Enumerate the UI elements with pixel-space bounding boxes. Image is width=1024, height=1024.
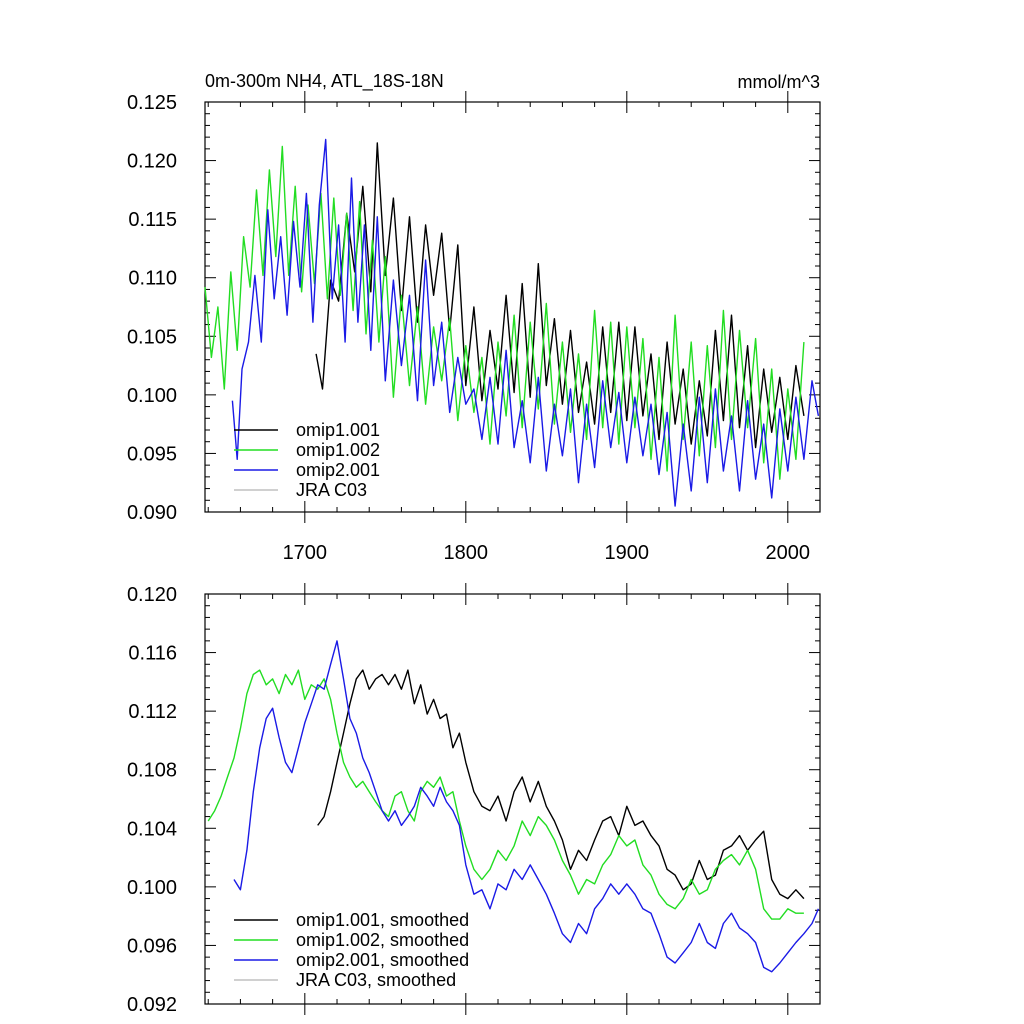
x-tick-label: 1800	[444, 542, 489, 564]
bottom-axes: 0.092 0.096 0.100 0.104 0.108 0.112 0.116 0.120	[127, 583, 821, 1016]
legend-label: omip2.001	[296, 460, 380, 480]
y-tick-label: 0.090	[127, 502, 177, 524]
y-tick-label: 0.104	[127, 818, 177, 840]
y-tick-label: 0.100	[127, 385, 177, 407]
y-tick-label: 0.115	[128, 209, 177, 231]
series-line-omip2-001-smoothed	[233, 640, 820, 973]
y-tick-label: 0.120	[127, 151, 177, 173]
y-tick-label: 0.096	[127, 935, 177, 957]
x-tick-label: 1900	[605, 542, 650, 564]
top-chart-title: 0m-300m NH4, ATL_18S-18N	[205, 71, 444, 92]
x-tick-label: 2000	[766, 542, 811, 564]
series-line-omip1-002	[204, 145, 805, 480]
y-tick-label: 0.110	[128, 268, 177, 290]
y-tick-label: 0.092	[127, 994, 177, 1016]
y-tick-label: 0.108	[127, 760, 177, 782]
legend-label: JRA C03, smoothed	[296, 970, 456, 990]
series-line-omip2-001	[231, 138, 820, 507]
bottom-chart-panel: 0.092 0.096 0.100 0.104 0.108 0.112 0.116 0.120…	[127, 583, 821, 1016]
legend-label: omip1.002, smoothed	[296, 930, 469, 950]
y-tick-label: 0.120	[127, 584, 177, 606]
y-tick-label: 0.125	[127, 92, 177, 114]
legend-label: omip2.001, smoothed	[296, 950, 469, 970]
y-tick-label: 0.095	[127, 443, 177, 465]
top-chart-panel: 0m-300m NH4, ATL_18S-18N mmol/m^3 0.0900…	[127, 71, 821, 564]
bottom-plot-frame	[204, 593, 821, 1005]
y-tick-label: 0.112	[128, 701, 177, 723]
series-line-omip1-001	[315, 142, 805, 449]
top-chart-units: mmol/m^3	[738, 72, 820, 92]
y-tick-label: 0.116	[128, 643, 177, 665]
y-tick-label: 0.100	[127, 877, 177, 899]
legend-label: omip1.001	[296, 420, 380, 440]
top-series-group	[204, 138, 820, 507]
legend-label: omip1.002	[296, 440, 380, 460]
bottom-series-group	[207, 640, 820, 973]
legend-label: JRA C03	[296, 480, 367, 500]
y-tick-label: 0.105	[127, 326, 177, 348]
series-line-omip1-002-smoothed	[207, 669, 804, 920]
top-plot-frame	[204, 101, 821, 513]
series-line-omip1-001-smoothed	[317, 669, 805, 900]
x-tick-label: 1700	[283, 542, 328, 564]
legend-label: omip1.001, smoothed	[296, 910, 469, 930]
top-axes: 0.090 0.095 0.100 0.105 0.110 0.115 0.120 0.125…	[127, 91, 821, 564]
